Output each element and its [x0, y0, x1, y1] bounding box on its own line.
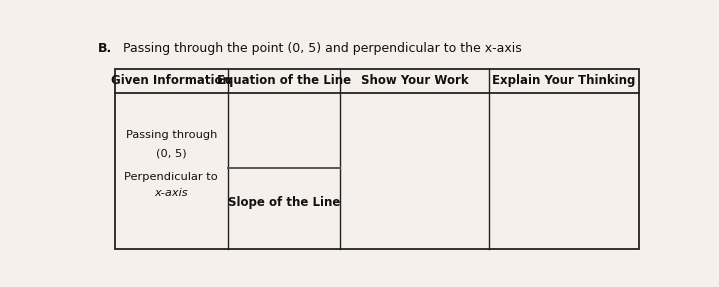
Text: Passing through: Passing through	[126, 130, 217, 140]
Text: Explain Your Thinking: Explain Your Thinking	[493, 74, 636, 87]
Text: Perpendicular to: Perpendicular to	[124, 172, 218, 182]
Text: (0, 5): (0, 5)	[156, 149, 186, 159]
Text: Show Your Work: Show Your Work	[361, 74, 469, 87]
Text: Slope of the Line: Slope of the Line	[228, 195, 340, 209]
Bar	[115, 69, 638, 249]
Text: Given Information: Given Information	[111, 74, 232, 87]
Text: Passing through the point (0, 5) and perpendicular to the x-axis: Passing through the point (0, 5) and per…	[115, 42, 522, 55]
Text: x-axis: x-axis	[155, 188, 188, 198]
Text: Equation of the Line: Equation of the Line	[217, 74, 351, 87]
Text: B.: B.	[99, 42, 112, 55]
